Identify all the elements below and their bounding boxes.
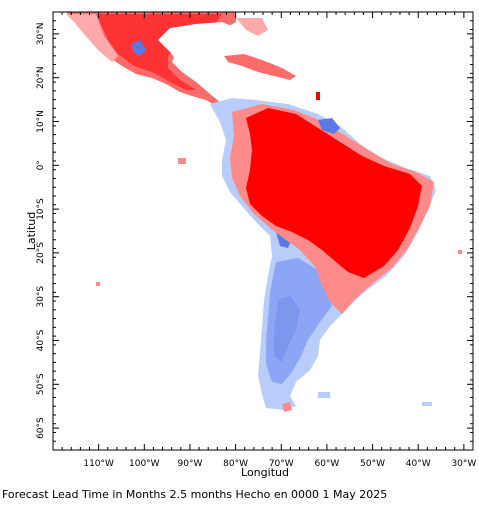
forecast-caption: Forecast Lead Time in Months 2.5 months … bbox=[2, 488, 388, 501]
x-tick-label: 80°W bbox=[223, 459, 248, 469]
x-axis-ticks: 110°W 100°W 90°W 80°W 70°W 60°W 50°W 40°W 30°W bbox=[61, 12, 476, 469]
y-tick-label: 20°S bbox=[36, 242, 46, 264]
gulf-blank bbox=[158, 22, 236, 66]
y-tick-label: 10°N bbox=[36, 110, 46, 133]
x-tick-label: 70°W bbox=[269, 459, 294, 469]
y-tick-label: 60°S bbox=[36, 417, 46, 439]
x-tick-label: 90°W bbox=[178, 459, 203, 469]
y-tick-label: 0° bbox=[36, 160, 46, 170]
x-tick-label: 60°W bbox=[314, 459, 339, 469]
x-tick-label: 30°W bbox=[451, 459, 476, 469]
region-brazil-core bbox=[246, 108, 422, 278]
region-pacific-spot bbox=[96, 282, 100, 286]
region-caribbean-2 bbox=[236, 18, 268, 36]
x-tick-label: 100°W bbox=[129, 459, 160, 469]
region-galapagos bbox=[178, 158, 186, 164]
region-guiana-blue bbox=[318, 118, 340, 134]
y-tick-label: 20°N bbox=[36, 66, 46, 89]
y-tick-label: 10°S bbox=[36, 198, 46, 220]
y-tick-label: 50°S bbox=[36, 373, 46, 395]
region-baja-blue bbox=[132, 40, 146, 56]
y-tick-label: 30°S bbox=[36, 286, 46, 308]
region-atlantic-spot bbox=[458, 250, 462, 254]
y-tick-label: 40°S bbox=[36, 329, 46, 351]
region-mexico-pale bbox=[66, 14, 118, 62]
region-malvinas bbox=[318, 392, 330, 398]
region-tierra-del-fuego bbox=[282, 402, 292, 412]
y-axis-ticks: 30°N 20°N 10°N 0° 10°S 20°S 30°S 40°S 50°S 60°S bbox=[36, 11, 473, 451]
x-tick-label: 110°W bbox=[83, 459, 114, 469]
region-caribbean bbox=[224, 54, 296, 80]
region-south-georgia bbox=[422, 402, 432, 406]
region-caribbean-dot bbox=[316, 92, 320, 100]
x-tick-label: 50°W bbox=[360, 459, 385, 469]
x-axis-title: Longitud bbox=[241, 466, 289, 479]
x-tick-label: 40°W bbox=[406, 459, 431, 469]
anomaly-field bbox=[66, 12, 462, 412]
y-axis-title: Latitud bbox=[25, 212, 38, 251]
region-patagonia-blue bbox=[274, 296, 300, 362]
y-tick-label: 30°N bbox=[36, 23, 46, 46]
